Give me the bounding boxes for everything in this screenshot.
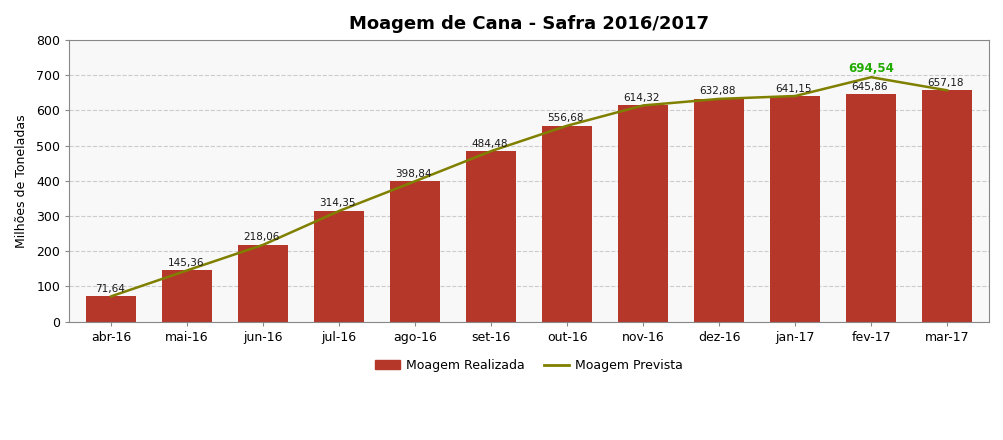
Text: 218,06: 218,06: [243, 232, 280, 242]
Text: 641,15: 641,15: [774, 84, 811, 94]
Text: 314,35: 314,35: [319, 198, 355, 209]
Bar: [314, 211, 363, 322]
Legend: Moagem Realizada, Moagem Prevista: Moagem Realizada, Moagem Prevista: [370, 354, 687, 377]
Bar: [390, 181, 439, 322]
Text: 645,86: 645,86: [851, 82, 887, 92]
Text: 657,18: 657,18: [927, 78, 963, 88]
Text: 484,48: 484,48: [471, 139, 508, 149]
Bar: [542, 126, 592, 322]
Bar: [86, 296, 135, 322]
Text: 398,84: 398,84: [395, 169, 431, 179]
Text: 614,32: 614,32: [623, 93, 659, 103]
Bar: [846, 94, 895, 322]
Bar: [162, 271, 212, 322]
Text: 71,64: 71,64: [94, 284, 124, 294]
Text: 694,54: 694,54: [848, 62, 894, 75]
Bar: [239, 245, 288, 322]
Text: 556,68: 556,68: [547, 113, 584, 123]
Text: 145,36: 145,36: [168, 258, 204, 268]
Bar: [694, 99, 743, 322]
Title: Moagem de Cana - Safra 2016/2017: Moagem de Cana - Safra 2016/2017: [349, 15, 708, 33]
Text: 632,88: 632,88: [699, 86, 735, 96]
Y-axis label: Milhões de Toneladas: Milhões de Toneladas: [15, 114, 28, 248]
Bar: [466, 151, 516, 322]
Bar: [922, 90, 971, 322]
Bar: [769, 96, 819, 322]
Bar: [618, 106, 667, 322]
